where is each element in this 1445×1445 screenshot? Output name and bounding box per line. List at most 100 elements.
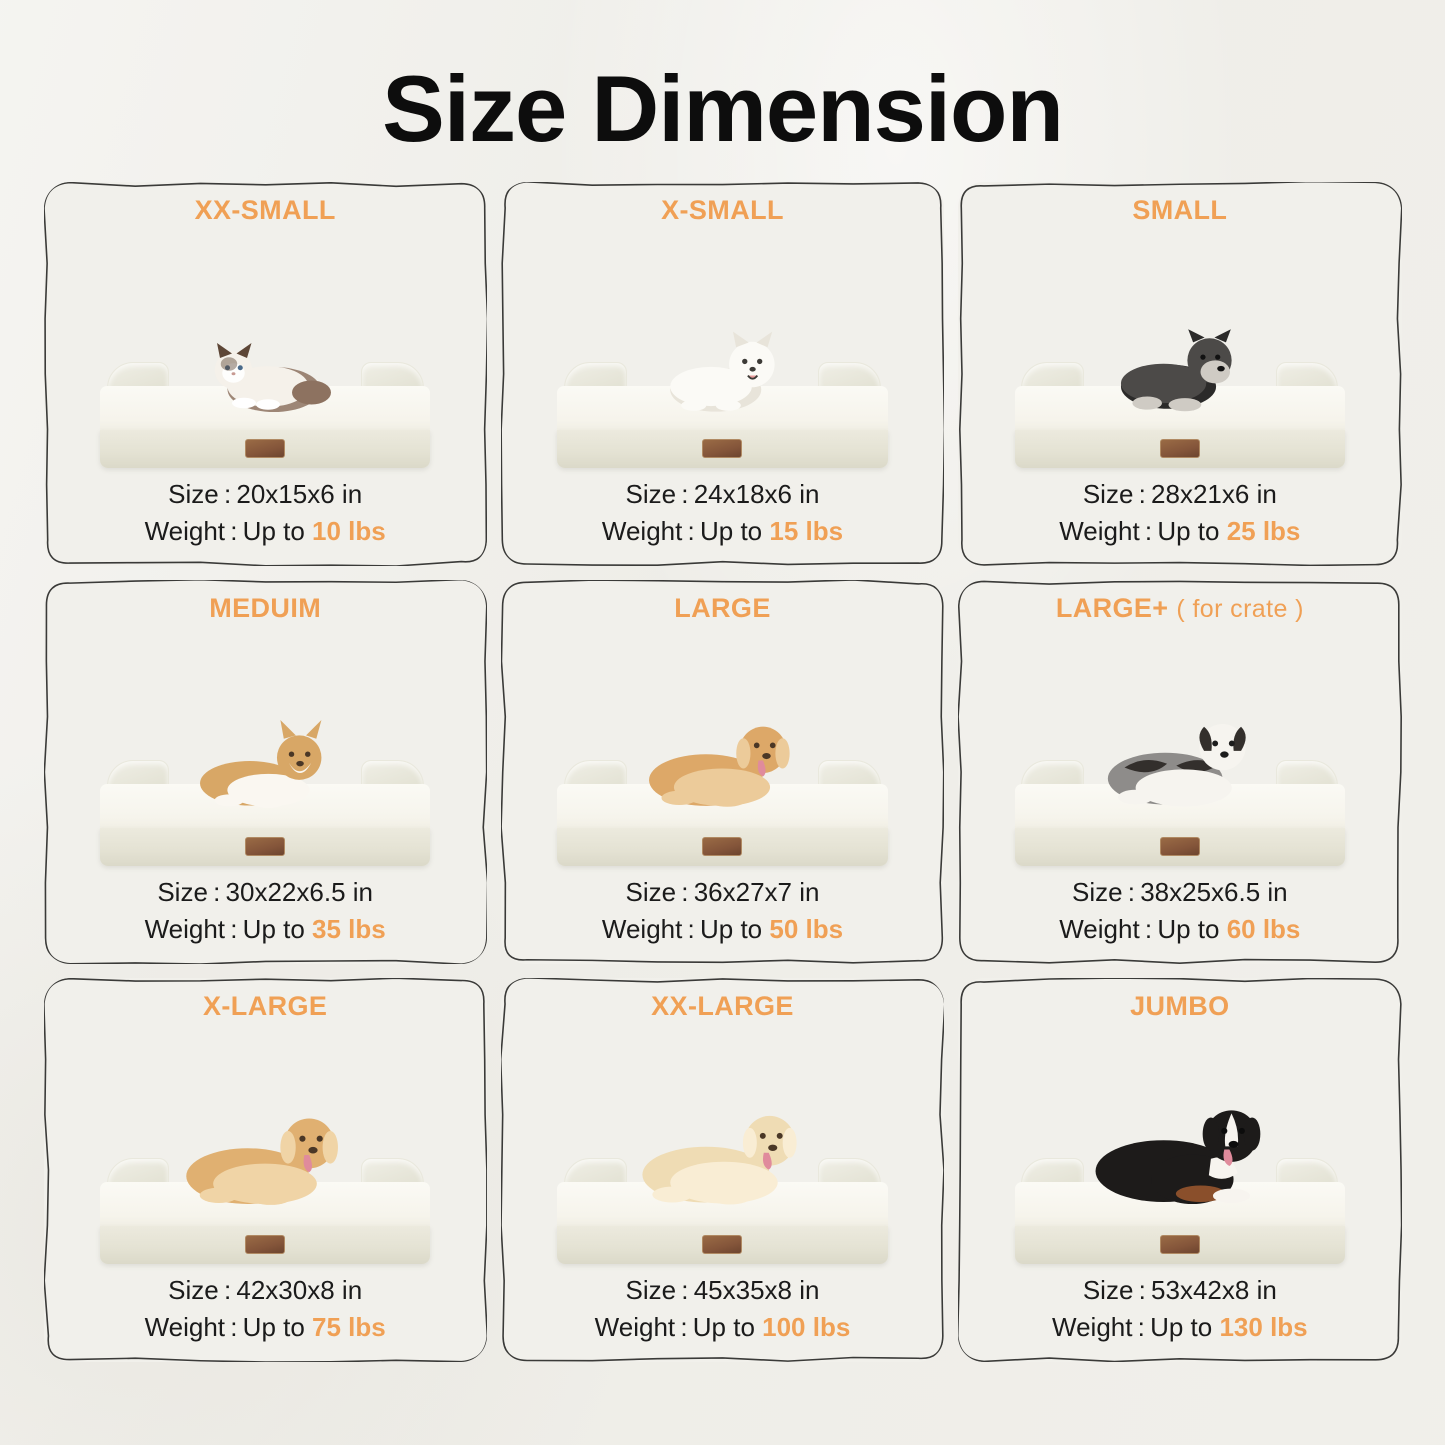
size-card-small[interactable]: SMALL (958, 182, 1402, 566)
size-card-x-large[interactable]: X-LARGE (43, 978, 487, 1362)
size-card-large[interactable]: LARGE (500, 580, 945, 964)
dog-bed (100, 334, 431, 469)
weight-value: 75 lbs (312, 1312, 386, 1343)
bed-illustration-xx-large (511, 1022, 934, 1273)
weight-label: Weight : Up to (144, 914, 313, 945)
bed-illustration-x-large (54, 1022, 477, 1273)
leather-logo-tag (1159, 837, 1200, 857)
size-line: Size : 24x18x6 in (602, 476, 843, 513)
weight-label: Weight : Up to (144, 516, 313, 547)
mattress-base (557, 828, 888, 867)
pet-pomeranian-dog (644, 330, 801, 416)
size-label: Size : (168, 479, 237, 510)
pet-bernese-mountain-dog (1077, 1099, 1283, 1212)
dog-bed (557, 331, 888, 469)
pet-golden-retriever-dog (633, 716, 811, 814)
leather-logo-tag (702, 837, 743, 857)
card-title-jumbo: JUMBO (1130, 991, 1230, 1021)
size-card-jumbo[interactable]: JUMBO (958, 978, 1402, 1362)
mattress-base (1014, 430, 1345, 469)
size-label: Size : (625, 1275, 694, 1306)
mattress-base (1014, 828, 1345, 867)
dog-bed (100, 720, 431, 867)
card-specs-xx-small: Size : 20x15x6 in Weight : Up to 10 lbs (145, 476, 386, 556)
size-value: 20x15x6 in (236, 479, 363, 510)
weight-label: Weight : Up to (601, 914, 770, 945)
weight-value: 50 lbs (769, 914, 844, 945)
size-line: Size : 28x21x6 in (1059, 476, 1300, 513)
bed-illustration-x-small (511, 226, 934, 477)
weight-line: Weight : Up to 15 lbs (602, 513, 843, 550)
weight-value: 25 lbs (1226, 516, 1301, 547)
mattress-base (1014, 1226, 1345, 1265)
weight-line: Weight : Up to 100 lbs (595, 1309, 851, 1346)
pet-australian-shepherd-dog (1087, 712, 1272, 814)
size-label: Size : (625, 479, 694, 510)
weight-line: Weight : Up to 50 lbs (602, 911, 843, 948)
weight-value: 35 lbs (312, 914, 386, 945)
dog-bed (557, 1115, 888, 1265)
card-specs-meduim: Size : 30x22x6.5 in Weight : Up to 35 lb… (145, 874, 386, 954)
weight-line: Weight : Up to 130 lbs (1052, 1309, 1308, 1346)
weight-value: 60 lbs (1226, 914, 1301, 945)
weight-value: 10 lbs (312, 516, 386, 547)
pet-corgi-dog (180, 720, 351, 814)
weight-line: Weight : Up to 35 lbs (145, 911, 386, 948)
mattress-base (557, 1226, 888, 1265)
mattress-base (100, 828, 431, 867)
weight-line: Weight : Up to 60 lbs (1059, 911, 1300, 948)
size-value: 38x25x6.5 in (1140, 877, 1288, 908)
weight-label: Weight : Up to (144, 1312, 313, 1343)
card-title-large: LARGE (674, 593, 771, 623)
size-label: Size : (1082, 1275, 1152, 1306)
card-title-large-plus: LARGE+ ( for crate ) (1055, 593, 1304, 623)
pet-ragdoll-cat (190, 334, 340, 417)
size-card-x-small[interactable]: X-SMALL (500, 182, 945, 566)
size-card-xx-small[interactable]: XX-SMALL (43, 182, 487, 566)
bed-illustration-xx-small (54, 226, 477, 477)
size-card-large-plus[interactable]: LARGE+ ( for crate ) (958, 580, 1402, 964)
mattress-base (100, 1226, 431, 1265)
card-specs-large: Size : 36x27x7 in Weight : Up to 50 lbs (602, 874, 843, 954)
card-title-xx-small: XX-SMALL (194, 195, 336, 225)
card-title-small: SMALL (1132, 195, 1228, 225)
size-label: Size : (625, 877, 694, 908)
leather-logo-tag (245, 837, 286, 857)
mattress-base (557, 430, 888, 469)
weight-label: Weight : Up to (1059, 914, 1227, 945)
leather-logo-tag (1159, 439, 1200, 459)
bed-illustration-meduim (54, 624, 477, 875)
size-line: Size : 45x35x8 in (595, 1272, 851, 1309)
card-specs-xx-large: Size : 45x35x8 in Weight : Up to 100 lbs (595, 1272, 851, 1352)
size-value: 30x22x6.5 in (225, 877, 373, 908)
leather-logo-tag (245, 439, 286, 459)
weight-value: 15 lbs (769, 516, 844, 547)
size-line: Size : 20x15x6 in (145, 476, 386, 513)
size-line: Size : 38x25x6.5 in (1059, 874, 1300, 911)
bed-illustration-large-plus (968, 624, 1391, 875)
card-specs-x-large: Size : 42x30x8 in Weight : Up to 75 lbs (145, 1272, 386, 1352)
size-card-meduim[interactable]: MEDUIM (43, 580, 487, 964)
size-value: 28x21x6 in (1151, 479, 1277, 510)
weight-label: Weight : Up to (601, 516, 770, 547)
size-line: Size : 53x42x8 in (1052, 1272, 1308, 1309)
bed-illustration-large (511, 624, 934, 875)
pet-golden-retriever-large-dog (169, 1107, 361, 1213)
leather-logo-tag (702, 1235, 743, 1255)
dog-bed (1014, 329, 1345, 469)
size-card-xx-large[interactable]: XX-LARGE (500, 978, 945, 1362)
pet-yellow-labrador-dog (623, 1103, 822, 1212)
weight-line: Weight : Up to 75 lbs (145, 1309, 386, 1346)
leather-logo-tag (702, 439, 743, 459)
card-specs-large-plus: Size : 38x25x6.5 in Weight : Up to 60 lb… (1059, 874, 1300, 954)
dog-bed (100, 1118, 431, 1265)
size-label: Size : (1082, 479, 1152, 510)
card-specs-small: Size : 28x21x6 in Weight : Up to 25 lbs (1059, 476, 1300, 556)
pet-schnauzer-dog (1098, 326, 1262, 416)
size-value: 53x42x8 in (1151, 1275, 1277, 1306)
card-title-xx-large: XX-LARGE (651, 991, 794, 1021)
leather-logo-tag (1159, 1235, 1200, 1255)
card-title-meduim: MEDUIM (209, 593, 322, 623)
card-title-x-small: X-SMALL (661, 195, 784, 225)
